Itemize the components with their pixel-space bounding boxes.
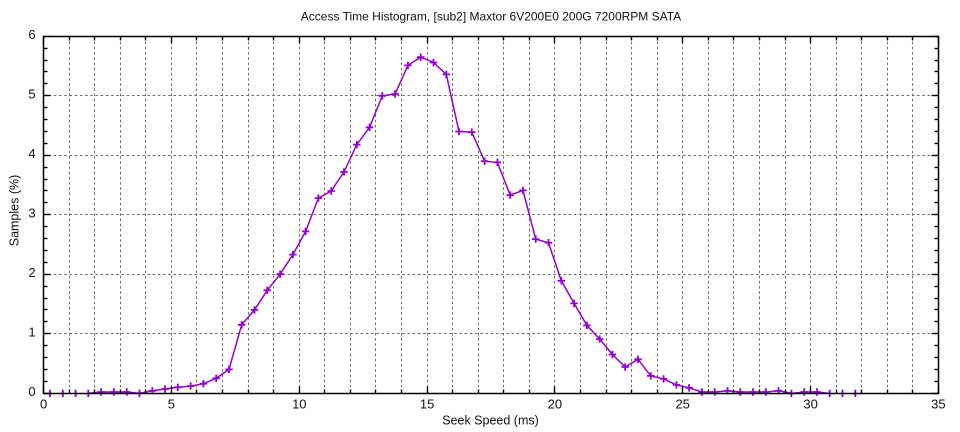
svg-text:5: 5 bbox=[28, 87, 35, 102]
svg-text:0: 0 bbox=[28, 384, 35, 399]
svg-text:30: 30 bbox=[803, 397, 817, 412]
svg-text:4: 4 bbox=[28, 146, 35, 161]
svg-text:6: 6 bbox=[28, 27, 35, 42]
svg-text:Access Time Histogram, [sub2]: Access Time Histogram, [sub2] Maxtor 6V2… bbox=[301, 9, 681, 23]
svg-text:10: 10 bbox=[292, 397, 306, 412]
svg-text:20: 20 bbox=[548, 397, 562, 412]
svg-text:5: 5 bbox=[168, 397, 175, 412]
svg-text:25: 25 bbox=[675, 397, 689, 412]
svg-text:0: 0 bbox=[40, 397, 47, 412]
svg-text:Seek Speed (ms): Seek Speed (ms) bbox=[442, 413, 539, 427]
svg-text:2: 2 bbox=[28, 265, 35, 280]
svg-text:Samples (%): Samples (%) bbox=[8, 175, 22, 247]
svg-text:1: 1 bbox=[28, 325, 35, 340]
svg-text:3: 3 bbox=[28, 206, 35, 221]
svg-text:35: 35 bbox=[931, 397, 945, 412]
svg-text:15: 15 bbox=[420, 397, 434, 412]
